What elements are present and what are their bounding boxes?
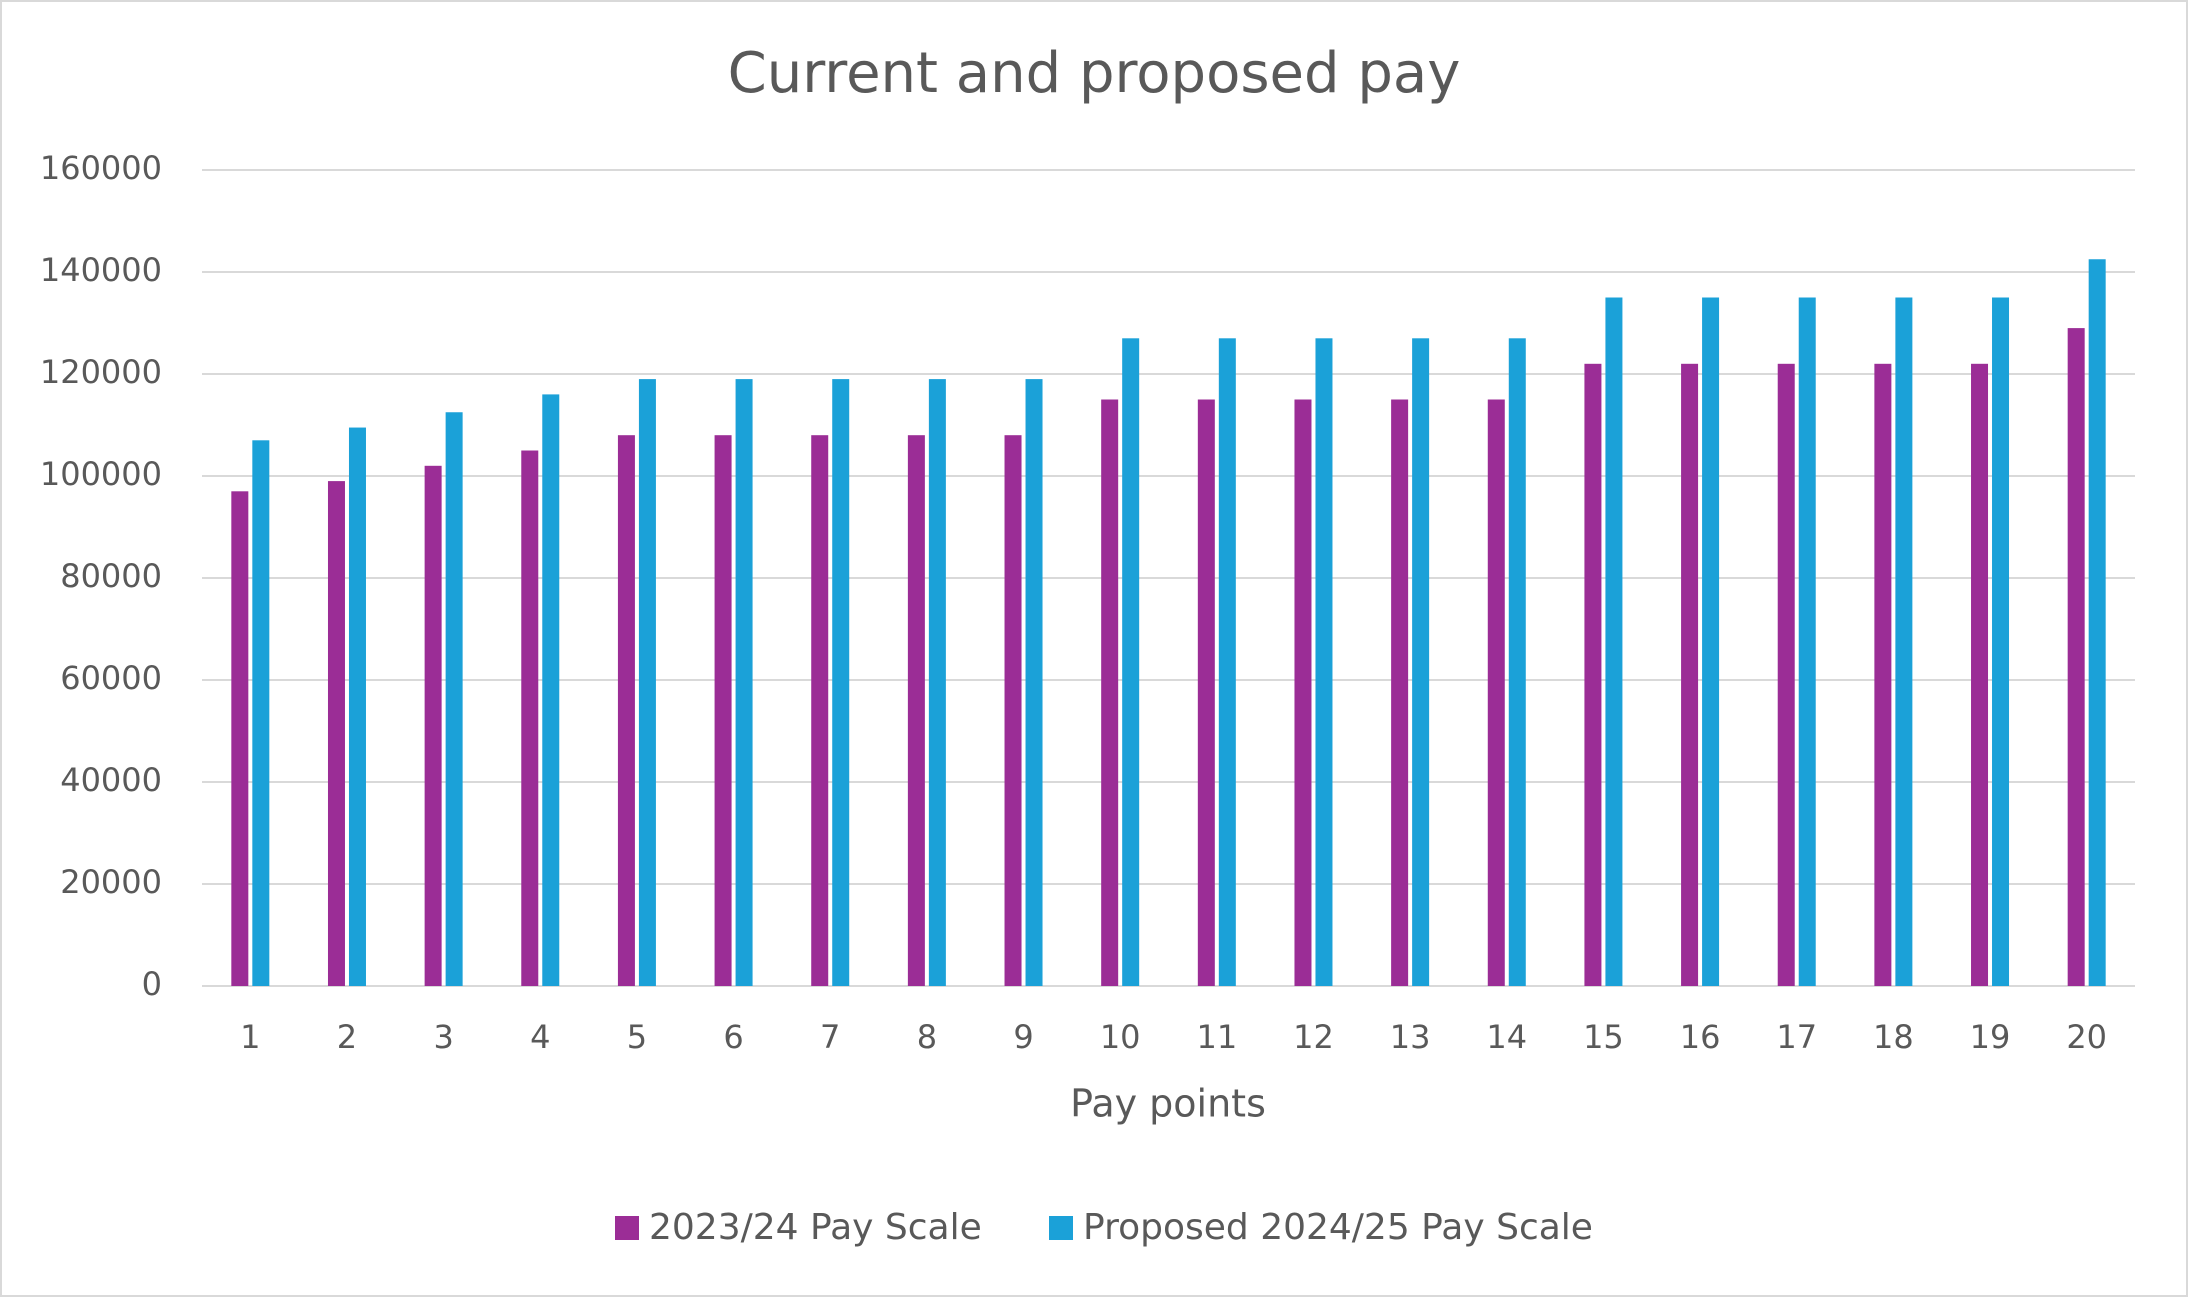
x-tick-label: 11 xyxy=(1196,1018,1237,1056)
bar xyxy=(1391,399,1409,986)
bar xyxy=(2067,328,2085,987)
bar xyxy=(928,379,946,987)
bar xyxy=(1101,399,1119,986)
bar xyxy=(1487,399,1505,986)
x-tick-label: 3 xyxy=(433,1018,453,1056)
x-tick-label: 10 xyxy=(1100,1018,1141,1056)
bar xyxy=(1025,379,1043,987)
x-tick-label: 6 xyxy=(723,1018,743,1056)
x-tick-label: 13 xyxy=(1390,1018,1431,1056)
bar xyxy=(1197,399,1215,986)
y-tick-label: 60000 xyxy=(60,659,162,697)
bar xyxy=(348,427,366,986)
bar xyxy=(2088,259,2106,986)
bar xyxy=(1605,297,1623,986)
bar xyxy=(1584,363,1602,986)
bar xyxy=(424,465,442,986)
legend-swatch xyxy=(615,1216,639,1240)
x-tick-label: 17 xyxy=(1776,1018,1817,1056)
bar xyxy=(1508,338,1526,986)
bar xyxy=(327,481,345,986)
bar xyxy=(1971,363,1989,986)
y-tick-label: 120000 xyxy=(40,353,162,391)
bar xyxy=(1412,338,1430,986)
bar xyxy=(1702,297,1720,986)
x-tick-label: 9 xyxy=(1013,1018,1033,1056)
legend-swatch xyxy=(1049,1216,1073,1240)
y-tick-label: 140000 xyxy=(40,251,162,289)
x-axis-title: Pay points xyxy=(1070,1082,1266,1126)
y-tick-label: 160000 xyxy=(40,149,162,187)
legend-label: 2023/24 Pay Scale xyxy=(649,1207,982,1248)
x-tick-label: 20 xyxy=(2066,1018,2107,1056)
bar xyxy=(811,435,829,986)
bar xyxy=(1681,363,1699,986)
chart-title: Current and proposed pay xyxy=(728,41,1461,106)
bar xyxy=(1315,338,1333,986)
bar xyxy=(1777,363,1795,986)
y-tick-label: 20000 xyxy=(60,863,162,901)
x-tick-label: 8 xyxy=(917,1018,937,1056)
x-tick-label: 15 xyxy=(1583,1018,1624,1056)
bar xyxy=(542,394,560,986)
bar xyxy=(521,450,539,986)
y-tick-label: 0 xyxy=(142,965,162,1003)
x-tick-label: 16 xyxy=(1680,1018,1721,1056)
bar xyxy=(231,491,249,986)
x-tick-label: 5 xyxy=(627,1018,647,1056)
bar xyxy=(1294,399,1312,986)
legend-label: Proposed 2024/25 Pay Scale xyxy=(1083,1207,1593,1248)
bar xyxy=(1218,338,1236,986)
bar xyxy=(735,379,753,987)
x-tick-label: 19 xyxy=(1970,1018,2011,1056)
x-tick-label: 18 xyxy=(1873,1018,1914,1056)
y-tick-label: 40000 xyxy=(60,761,162,799)
x-tick-label: 4 xyxy=(530,1018,550,1056)
x-tick-label: 1 xyxy=(240,1018,260,1056)
bar xyxy=(445,412,463,986)
bar xyxy=(714,435,732,986)
x-tick-label: 14 xyxy=(1486,1018,1527,1056)
bar xyxy=(1874,363,1892,986)
x-tick-label: 7 xyxy=(820,1018,840,1056)
y-tick-label: 80000 xyxy=(60,557,162,595)
y-tick-label: 100000 xyxy=(40,455,162,493)
bar xyxy=(1798,297,1816,986)
bar xyxy=(907,435,925,986)
bar xyxy=(832,379,850,987)
bar xyxy=(617,435,635,986)
bar xyxy=(1122,338,1140,986)
bar xyxy=(638,379,656,987)
x-tick-label: 2 xyxy=(337,1018,357,1056)
bar xyxy=(252,440,270,986)
bar xyxy=(1895,297,1913,986)
x-tick-label: 12 xyxy=(1293,1018,1334,1056)
bar xyxy=(1004,435,1022,986)
bar xyxy=(1992,297,2010,986)
